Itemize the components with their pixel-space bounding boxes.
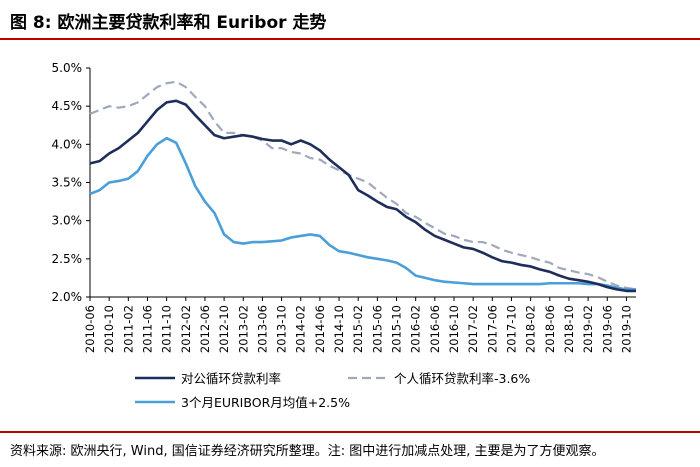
legend-label-1: 对公循环贷款利率	[181, 371, 281, 386]
y-tick-label: 5.0%	[52, 61, 83, 75]
series-line-3	[89, 136, 636, 291]
series-line-1	[89, 99, 636, 293]
x-tick-label: 2012-06	[198, 305, 212, 353]
x-tick-label: 2013-02	[236, 305, 250, 353]
x-tick-label: 2014-10	[332, 305, 346, 353]
x-tick-label: 2019-06	[600, 305, 614, 353]
x-tick-label: 2010-10	[102, 305, 116, 353]
x-tick-label: 2016-06	[428, 305, 442, 353]
x-tick-label: 2011-02	[121, 305, 135, 353]
x-axis: 2010-06 2010-10 2011-02 2011-06 2011-10 2012-…	[83, 297, 633, 353]
legend-label-3: 3个月EURIBOR月均值+2.5%	[181, 395, 350, 410]
chart-title: 图 8: 欧洲主要贷款利率和 Euribor 走势	[10, 13, 327, 33]
y-tick-label: 4.5%	[52, 99, 83, 113]
x-tick-label: 2014-02	[294, 305, 308, 353]
x-tick-label: 2016-10	[447, 305, 461, 353]
y-tick-label: 4.0%	[52, 137, 83, 151]
line-chart: 2.0%2.5%3.0%3.5%4.0%4.5%5.0% 2010-06 2010…	[52, 61, 637, 410]
x-tick-label: 2011-10	[160, 305, 174, 353]
series-line-2	[89, 80, 637, 291]
title-bar: 图 8: 欧洲主要贷款利率和 Euribor 走势	[0, 0, 700, 40]
y-axis: 2.0% 2.5% 3.0% 3.5% 4.0% 4.5% 5.0%	[52, 61, 91, 304]
series-layer	[89, 80, 637, 293]
x-tick-label: 2018-02	[524, 305, 538, 353]
y-tick-label: 3.0%	[52, 214, 83, 228]
x-tick-label: 2018-10	[562, 305, 576, 353]
x-tick-label: 2017-06	[485, 305, 499, 353]
x-tick-label: 2013-06	[255, 305, 269, 353]
x-tick-label: 2013-10	[275, 305, 289, 353]
x-tick-label: 2017-10	[504, 305, 518, 353]
x-tick-label: 2019-10	[619, 305, 633, 353]
x-tick-label: 2014-06	[313, 305, 327, 353]
legend: 对公循环贷款利率 个人循环贷款利率-3.6% 3个月EURIBOR月均值+2.5%	[135, 371, 530, 410]
x-tick-label: 2010-06	[83, 305, 97, 353]
y-tick-label: 3.5%	[52, 176, 83, 190]
footer-divider	[0, 431, 700, 433]
x-tick-label: 2012-10	[217, 305, 231, 353]
x-tick-label: 2017-02	[466, 305, 480, 353]
x-tick-label: 2015-02	[351, 305, 365, 353]
y-tick-label: 2.5%	[52, 252, 83, 266]
x-tick-label: 2016-02	[409, 305, 423, 353]
y-tick-label: 2.0%	[52, 290, 83, 304]
x-tick-label: 2012-02	[179, 305, 193, 353]
x-tick-label: 2011-06	[140, 305, 154, 353]
source-note: 资料来源: 欧洲央行, Wind, 国信证券经济研究所整理。注: 图中进行加减点…	[10, 444, 605, 459]
x-tick-label: 2018-06	[543, 305, 557, 353]
legend-label-2: 个人循环贷款利率-3.6%	[394, 371, 530, 386]
x-tick-label: 2019-02	[581, 305, 595, 353]
x-tick-label: 2015-06	[370, 305, 384, 353]
x-tick-label: 2015-10	[390, 305, 404, 353]
